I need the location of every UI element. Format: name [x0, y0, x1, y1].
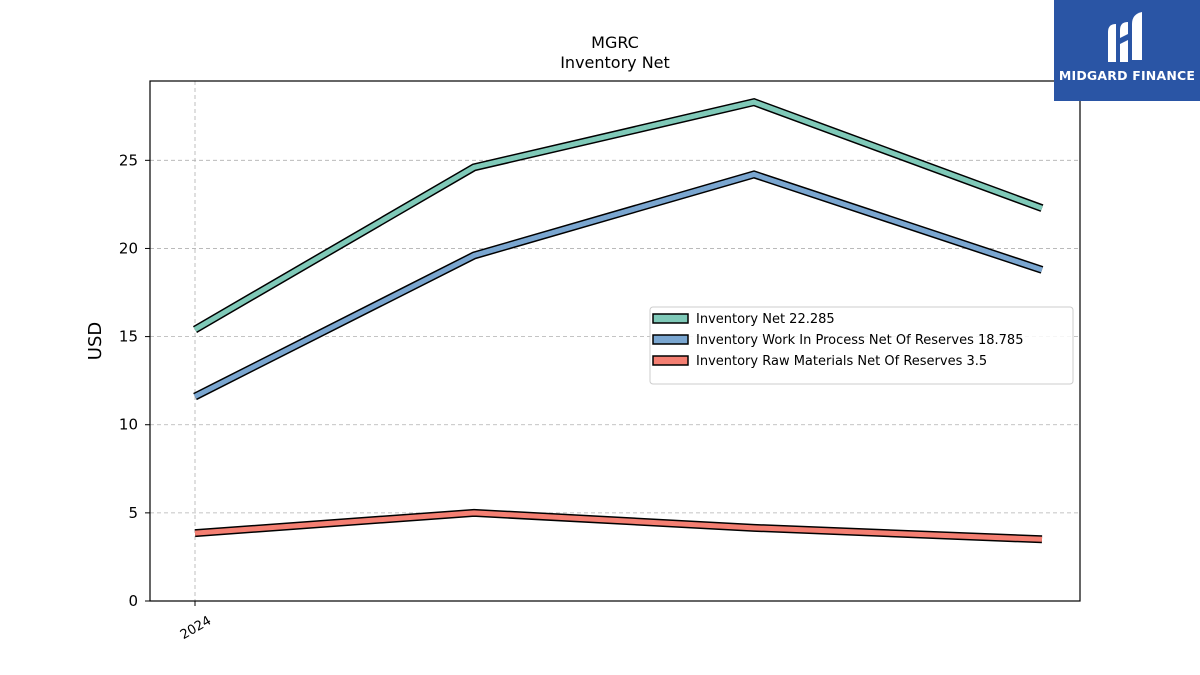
- plot-frame: [149, 80, 1081, 602]
- tick-layer: 0 5 10 15 20 25 2024: [119, 151, 214, 643]
- y-tick-label: 25: [119, 151, 138, 169]
- series-layer: [192, 97, 1044, 544]
- x-tick-label: 2024: [178, 613, 214, 643]
- chart-title: MGRC: [591, 33, 639, 52]
- logo-text: MIDGARD FINANCE: [1058, 68, 1196, 83]
- series-1-line: [193, 99, 1043, 332]
- y-axis-label: USD: [85, 322, 106, 360]
- midgard-finance-logo: MIDGARD FINANCE: [1054, 0, 1200, 101]
- legend-box: [649, 306, 1074, 385]
- legend-swatch-2: [652, 334, 689, 345]
- legend-label-1: Inventory Net 22.285: [696, 312, 835, 327]
- y-tick-label: 15: [119, 328, 138, 346]
- legend-swatch-3: [652, 355, 689, 366]
- y-tick-label: 10: [119, 416, 138, 434]
- y-tick-label: 0: [128, 592, 138, 610]
- legend-swatch-1: [652, 313, 689, 324]
- series-2-group: [193, 170, 1044, 401]
- legend: Inventory Net 22.285 Inventory Work In Pr…: [649, 306, 1074, 385]
- series-3-line: [194, 510, 1043, 542]
- grid-layer: [150, 81, 1080, 601]
- y-tick-label: 20: [119, 239, 138, 257]
- legend-label-3: Inventory Raw Materials Net Of Reserves …: [696, 354, 987, 369]
- series-2-line: [193, 171, 1043, 399]
- series-3-group: [194, 508, 1043, 544]
- legend-label-2: Inventory Work In Process Net Of Reserve…: [696, 333, 1023, 348]
- midgard-logo-icon: [1108, 12, 1142, 62]
- chart-subtitle: Inventory Net: [560, 53, 670, 72]
- series-1-group: [192, 97, 1044, 334]
- y-tick-label: 5: [128, 504, 138, 522]
